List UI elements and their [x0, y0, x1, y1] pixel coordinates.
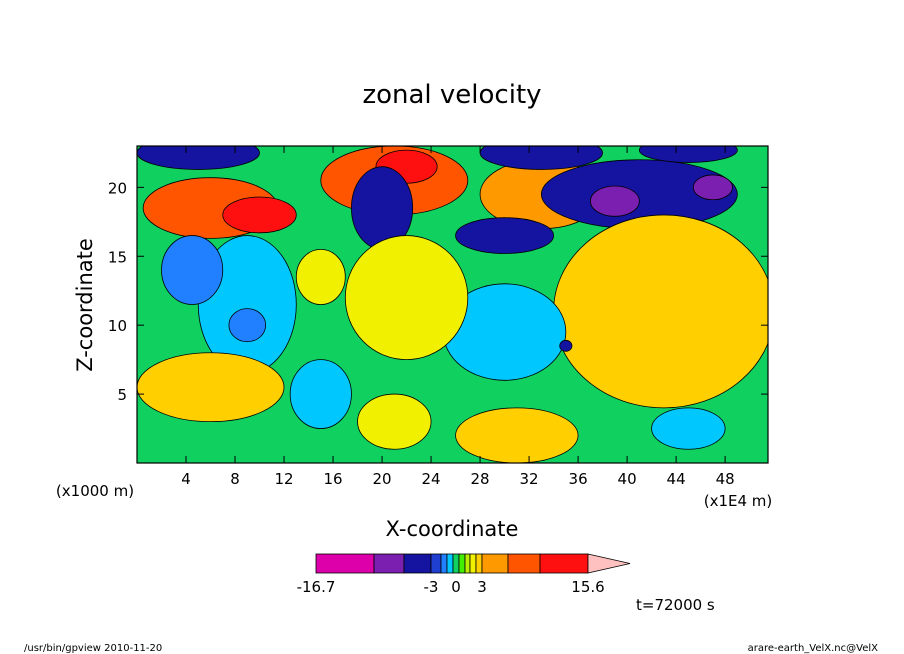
- colorbar-cell-0: [315, 553, 375, 574]
- colorbar-cell-9: [469, 553, 477, 574]
- colorbar-extension: [587, 553, 631, 574]
- x-tick-label: 44: [667, 470, 686, 488]
- x-axis: 4 8 12 16 20 24 28 32 36 40 44 48: [181, 146, 735, 488]
- contour-region-23: [344, 235, 469, 361]
- y-axis: 5 10 15 20: [108, 179, 768, 404]
- colorbar-cell-4: [440, 553, 448, 574]
- colorbar-cell-6: [452, 553, 460, 574]
- contour-region-22: [137, 352, 285, 423]
- colorbar-cell-13: [539, 553, 589, 574]
- colorbar: -16.7 -3 0 3 15.6: [297, 553, 631, 596]
- contour-region-9: [553, 214, 768, 409]
- x-tick-label: 28: [471, 470, 490, 488]
- contour-region-11: [559, 339, 573, 352]
- contour-region-6: [589, 185, 640, 217]
- contour-region-14: [161, 235, 224, 305]
- colorbar-cell-7: [458, 553, 466, 574]
- x-tick-label: 16: [323, 470, 342, 488]
- x-tick-label: 36: [569, 470, 588, 488]
- colorbar-label: 3: [477, 578, 487, 596]
- contour-region-8: [455, 217, 554, 254]
- time-label: t=72000 s: [636, 596, 715, 614]
- colorbar-cell-1: [373, 553, 405, 574]
- colorbar-cell-3: [430, 553, 442, 574]
- colorbar-cell-8: [464, 553, 471, 574]
- contour-region-20: [651, 407, 726, 450]
- x-unit-label: (x1E4 m): [704, 492, 773, 510]
- contour-region-25: [357, 393, 432, 450]
- colorbar-label: 15.6: [571, 578, 604, 596]
- y-tick-label: 10: [108, 317, 127, 335]
- x-axis-label: X-coordinate: [386, 517, 519, 541]
- x-tick-label: 24: [422, 470, 441, 488]
- y-unit-label: (x1000 m): [56, 482, 134, 500]
- colorbar-label: -16.7: [297, 578, 336, 596]
- y-tick-label: 20: [108, 179, 127, 197]
- x-tick-label: 12: [274, 470, 293, 488]
- x-tick-label: 20: [373, 470, 392, 488]
- footer-left: /usr/bin/gpview 2010-11-20: [24, 643, 162, 654]
- colorbar-cell-11: [481, 553, 509, 574]
- chart-title: zonal velocity: [362, 80, 541, 110]
- contour-region-13: [228, 308, 267, 343]
- contour-region-21: [455, 407, 579, 463]
- contour-region-19: [638, 146, 738, 163]
- footer-right: arare-earth_VelX.nc@VelX: [748, 643, 879, 654]
- contour-region-18: [479, 146, 603, 170]
- plot-frame: [136, 145, 769, 464]
- x-tick-label: 4: [181, 470, 191, 488]
- contour-region-1: [222, 196, 297, 234]
- colorbar-cell-2: [403, 553, 432, 574]
- colorbar-cell-10: [475, 553, 483, 574]
- y-tick-label: 15: [108, 248, 127, 266]
- contour-region-17: [137, 146, 260, 170]
- x-tick-label: 8: [230, 470, 240, 488]
- x-tick-label: 48: [716, 470, 735, 488]
- y-axis-label: Z-coordinate: [73, 238, 97, 372]
- contour-region-7: [692, 174, 733, 201]
- colorbar-label: 0: [451, 578, 461, 596]
- plot-area: [136, 145, 769, 464]
- contour-region-16: [289, 359, 352, 429]
- colorbar-cell-12: [507, 553, 541, 574]
- contour-region-24: [295, 248, 346, 305]
- colorbar-label: -3: [424, 578, 439, 596]
- x-tick-label: 32: [520, 470, 539, 488]
- x-tick-label: 40: [618, 470, 637, 488]
- y-tick-label: 5: [117, 386, 127, 404]
- colorbar-cell-5: [446, 553, 454, 574]
